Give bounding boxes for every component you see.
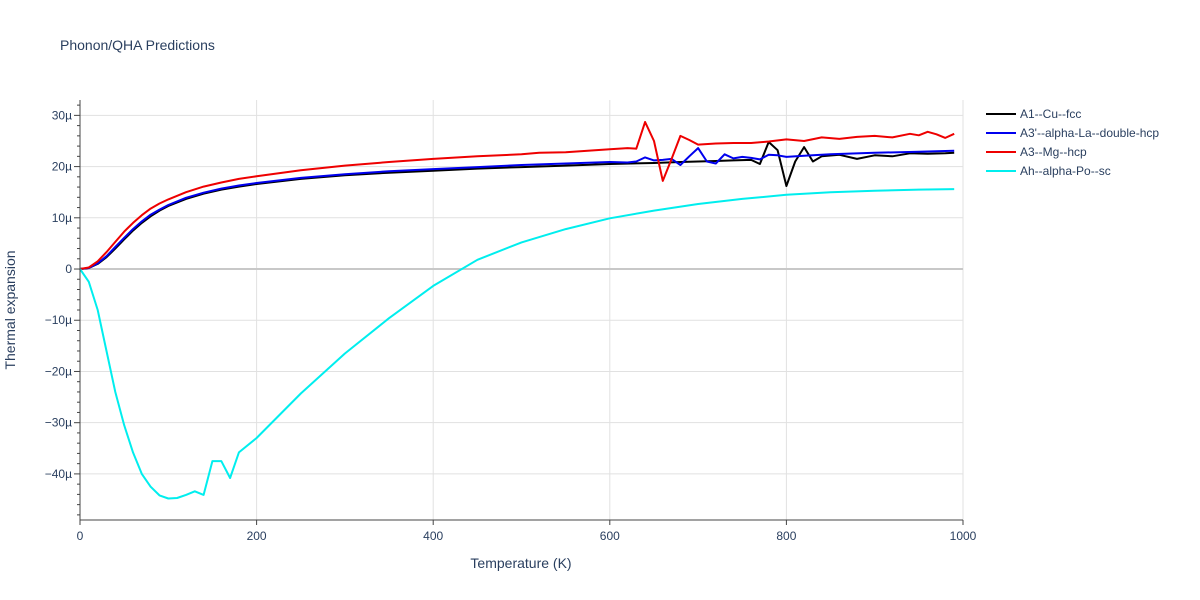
x-tick-label: 200	[247, 529, 267, 543]
series-line-a1-cu-fcc	[79, 141, 955, 270]
y-tick-label: −20µ	[45, 364, 72, 378]
x-tick-label: 600	[600, 529, 620, 543]
legend-label: A1--Cu--fcc	[1020, 107, 1081, 121]
legend-label: A3--Mg--hcp	[1020, 145, 1087, 159]
y-tick-label: 0	[65, 262, 72, 276]
chart-title: Phonon/QHA Predictions	[60, 37, 215, 53]
x-tick-label: 800	[776, 529, 796, 543]
y-tick-label: 20µ	[52, 160, 72, 174]
legend[interactable]: A1--Cu--fcc A3'--alpha-La--double-hcp A3--…	[986, 107, 1159, 178]
x-axis-title: Temperature (K)	[470, 555, 571, 571]
x-tick-label: 1000	[950, 529, 977, 543]
series-line-a3-mg-hcp	[79, 121, 955, 270]
legend-item[interactable]: A3'--alpha-La--double-hcp	[986, 126, 1159, 140]
y-tick-label: 30µ	[52, 108, 72, 122]
legend-label: A3'--alpha-La--double-hcp	[1020, 126, 1159, 140]
legend-item[interactable]: A3--Mg--hcp	[986, 145, 1087, 159]
y-tick-label: 10µ	[52, 211, 72, 225]
y-tick-label: −30µ	[45, 416, 72, 430]
y-tick-label: −10µ	[45, 313, 72, 327]
legend-label: Ah--alpha-Po--sc	[1020, 164, 1111, 178]
x-tick-label: 0	[77, 529, 84, 543]
x-tick-label: 400	[423, 529, 443, 543]
series-line-a3-alpha-la-double-hcp	[79, 147, 955, 270]
plot-area	[79, 121, 955, 500]
legend-item[interactable]: Ah--alpha-Po--sc	[986, 164, 1111, 178]
y-axis-title: Thermal expansion	[2, 250, 18, 369]
axes: 0 200 400 600 800 1000 −40µ −30µ −20µ −10µ 0 10µ 20µ…	[45, 100, 977, 543]
series-line-ah-alpha-po-sc	[79, 188, 955, 500]
legend-item[interactable]: A1--Cu--fcc	[986, 107, 1081, 121]
y-tick-label: −40µ	[45, 467, 72, 481]
